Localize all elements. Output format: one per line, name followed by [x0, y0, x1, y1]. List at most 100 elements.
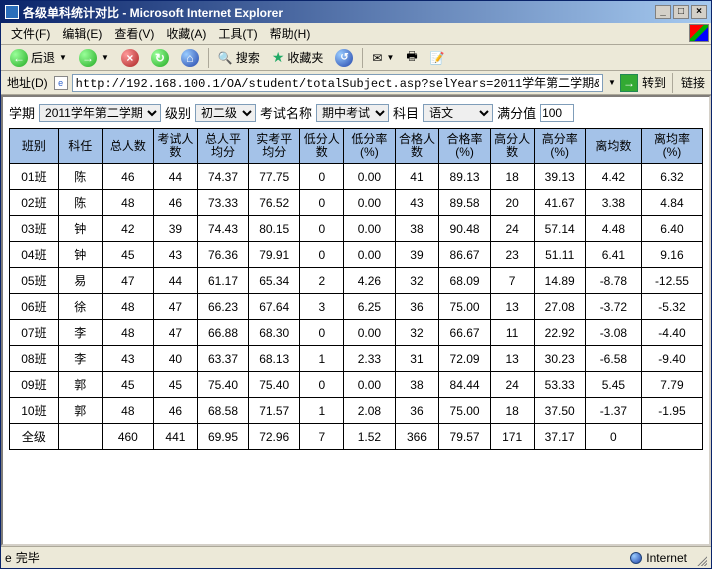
forward-button[interactable]: → ▼ [74, 46, 114, 70]
table-cell: 44 [153, 164, 197, 190]
table-cell: 53.33 [534, 372, 585, 398]
menu-view[interactable]: 查看(V) [108, 23, 160, 44]
table-cell: 郭 [58, 372, 102, 398]
print-button[interactable]: 🖶 [401, 44, 422, 71]
exam-select[interactable]: 期中考试 [316, 104, 389, 122]
table-cell: 陈 [58, 164, 102, 190]
table-cell: 1.52 [344, 424, 395, 450]
maximize-button[interactable]: □ [673, 5, 689, 19]
go-button[interactable]: → [620, 74, 638, 92]
zone-text: Internet [646, 551, 687, 565]
table-cell: -3.72 [585, 294, 641, 320]
table-cell: 09班 [10, 372, 59, 398]
table-cell: 1 [300, 398, 344, 424]
address-input[interactable] [72, 74, 603, 92]
table-cell: 47 [153, 294, 197, 320]
table-cell [641, 424, 702, 450]
table-cell: -4.40 [641, 320, 702, 346]
back-button[interactable]: ← 后退 ▼ [5, 46, 72, 70]
close-button[interactable]: × [691, 5, 707, 19]
home-button[interactable]: ⌂ [176, 46, 204, 70]
ie-icon [5, 5, 19, 19]
search-label: 搜索 [236, 49, 260, 66]
table-cell: 45 [153, 372, 197, 398]
table-cell: 27.08 [534, 294, 585, 320]
menu-file[interactable]: 文件(F) [5, 23, 56, 44]
table-cell: 38 [395, 372, 439, 398]
toolbar: ← 后退 ▼ → ▼ × ↻ ⌂ 🔍 搜索 ★ 收藏夹 ↺ ✉ [1, 45, 711, 71]
table-header: 合格人数 [395, 129, 439, 164]
table-cell: 43 [395, 190, 439, 216]
refresh-button[interactable]: ↻ [146, 46, 174, 70]
table-cell: 80.15 [249, 216, 300, 242]
links-label[interactable]: 链接 [679, 74, 707, 91]
table-cell: 6.41 [585, 242, 641, 268]
table-cell: 13 [490, 294, 534, 320]
resize-grip[interactable] [691, 550, 707, 566]
table-cell: 76.36 [197, 242, 248, 268]
table-cell: 24 [490, 216, 534, 242]
chevron-down-icon: ▼ [101, 53, 109, 62]
table-cell: 75.40 [197, 372, 248, 398]
table-cell: 46 [102, 164, 153, 190]
menu-tools[interactable]: 工具(T) [212, 23, 263, 44]
table-cell: 43 [153, 242, 197, 268]
table-cell: 13 [490, 346, 534, 372]
grade-select[interactable]: 初二级 [195, 104, 256, 122]
page-icon: e [54, 76, 68, 90]
addressbar: 地址(D) e ▼ → 转到 链接 [1, 71, 711, 95]
table-cell: 75.40 [249, 372, 300, 398]
table-cell: 73.33 [197, 190, 248, 216]
table-cell: 18 [490, 398, 534, 424]
minimize-button[interactable]: _ [655, 5, 671, 19]
address-dropdown[interactable]: ▼ [608, 78, 616, 87]
search-button[interactable]: 🔍 搜索 [213, 46, 265, 69]
table-cell: 68.58 [197, 398, 248, 424]
menu-help[interactable]: 帮助(H) [264, 23, 317, 44]
table-cell: 0 [300, 242, 344, 268]
edit-icon: 📝 [430, 51, 445, 65]
table-cell: 44 [153, 268, 197, 294]
table-cell: 61.17 [197, 268, 248, 294]
table-cell: 37.50 [534, 398, 585, 424]
mail-button[interactable]: ✉▼ [367, 48, 399, 68]
table-header: 低分人数 [300, 129, 344, 164]
table-row: 02班陈484673.3376.5200.004389.582041.673.3… [10, 190, 703, 216]
edit-button[interactable]: 📝 [425, 48, 450, 68]
table-cell: 171 [490, 424, 534, 450]
table-cell: 51.11 [534, 242, 585, 268]
table-cell: 460 [102, 424, 153, 450]
window-title: 各级单科统计对比 - Microsoft Internet Explorer [23, 4, 283, 21]
full-score-input[interactable] [540, 104, 574, 122]
table-cell: 67.64 [249, 294, 300, 320]
stop-button[interactable]: × [116, 46, 144, 70]
table-cell: 37.17 [534, 424, 585, 450]
table-cell: 75.00 [439, 294, 490, 320]
table-cell: 0 [300, 164, 344, 190]
menu-favorites[interactable]: 收藏(A) [160, 23, 212, 44]
table-cell: 48 [102, 398, 153, 424]
table-cell: 5.45 [585, 372, 641, 398]
table-cell: 0.00 [344, 372, 395, 398]
table-row: 01班陈464474.3777.7500.004189.131839.134.4… [10, 164, 703, 190]
table-cell: 66.23 [197, 294, 248, 320]
history-button[interactable]: ↺ [330, 46, 358, 70]
table-row: 04班钟454376.3679.9100.003986.672351.116.4… [10, 242, 703, 268]
table-cell: 31 [395, 346, 439, 372]
menubar: 文件(F) 编辑(E) 查看(V) 收藏(A) 工具(T) 帮助(H) [1, 23, 711, 45]
favorites-button[interactable]: ★ 收藏夹 [267, 46, 329, 69]
menu-edit[interactable]: 编辑(E) [56, 23, 108, 44]
table-cell: 05班 [10, 268, 59, 294]
table-cell: 李 [58, 346, 102, 372]
table-cell: 14.89 [534, 268, 585, 294]
table-cell: 69.95 [197, 424, 248, 450]
stop-icon: × [121, 49, 139, 67]
table-cell: 72.09 [439, 346, 490, 372]
table-cell: 0 [300, 216, 344, 242]
table-header: 总人数 [102, 129, 153, 164]
subject-select[interactable]: 语文 [423, 104, 493, 122]
term-select[interactable]: 2011学年第二学期 [39, 104, 161, 122]
table-cell: 0.00 [344, 216, 395, 242]
table-cell: 47 [153, 320, 197, 346]
content-area: 学期 2011学年第二学期 级别 初二级 考试名称 期中考试 科目 语文 满分值… [1, 95, 711, 546]
